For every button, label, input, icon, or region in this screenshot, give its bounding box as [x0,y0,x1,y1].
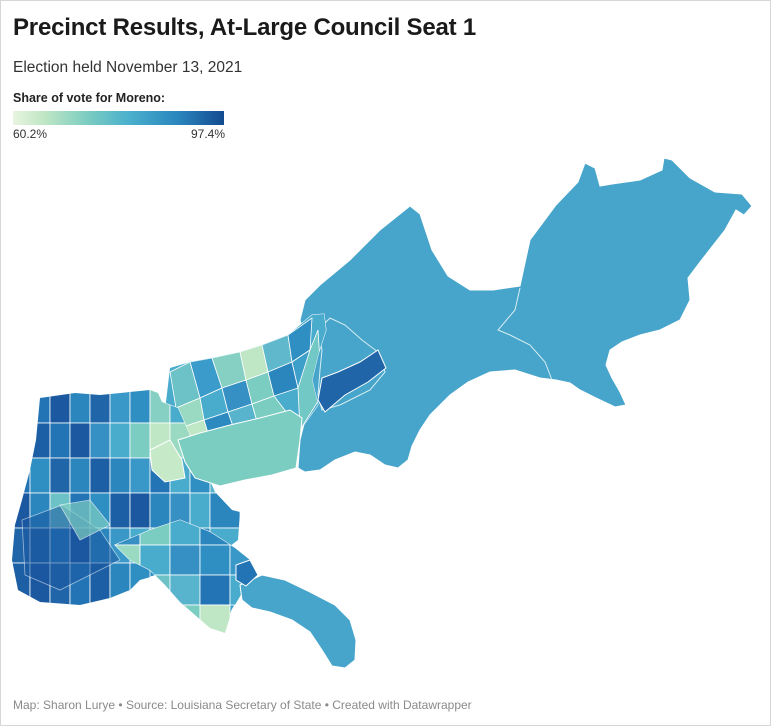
map-precinct-dark [235,559,259,587]
chart-title: Precinct Results, At-Large Council Seat … [13,14,477,41]
legend-labels: 60.2% 97.4% [13,127,225,143]
chart-subtitle: Election held November 13, 2021 [13,59,243,76]
map-region-boundary-line [497,287,553,381]
map-region-boundary-line [317,317,386,411]
legend-title: Share of vote for Moreno: [13,91,166,105]
map-region-park [177,409,303,487]
legend-min-label: 60.2% [13,127,48,141]
color-legend: Share of vote for Moreno: 60.2% 97.4% [13,91,225,143]
footer-source: Source: Louisiana Secretary of State [125,698,322,712]
legend-max-label: 97.4% [190,127,225,141]
footer-credit: Map: Sharon Lurye [13,698,116,712]
footer-separator: • [115,698,126,712]
map-region-east [297,157,753,473]
chart-footer: Map: Sharon Lurye • Source: Louisiana Se… [13,698,472,712]
map-precinct-dark [317,349,387,413]
legend-gradient-bar [13,111,224,125]
footer-tool: Created with Datawrapper [332,698,472,712]
map-region-algiers [239,574,357,669]
footer-separator: • [321,698,333,712]
map-precinct-light [149,439,186,483]
